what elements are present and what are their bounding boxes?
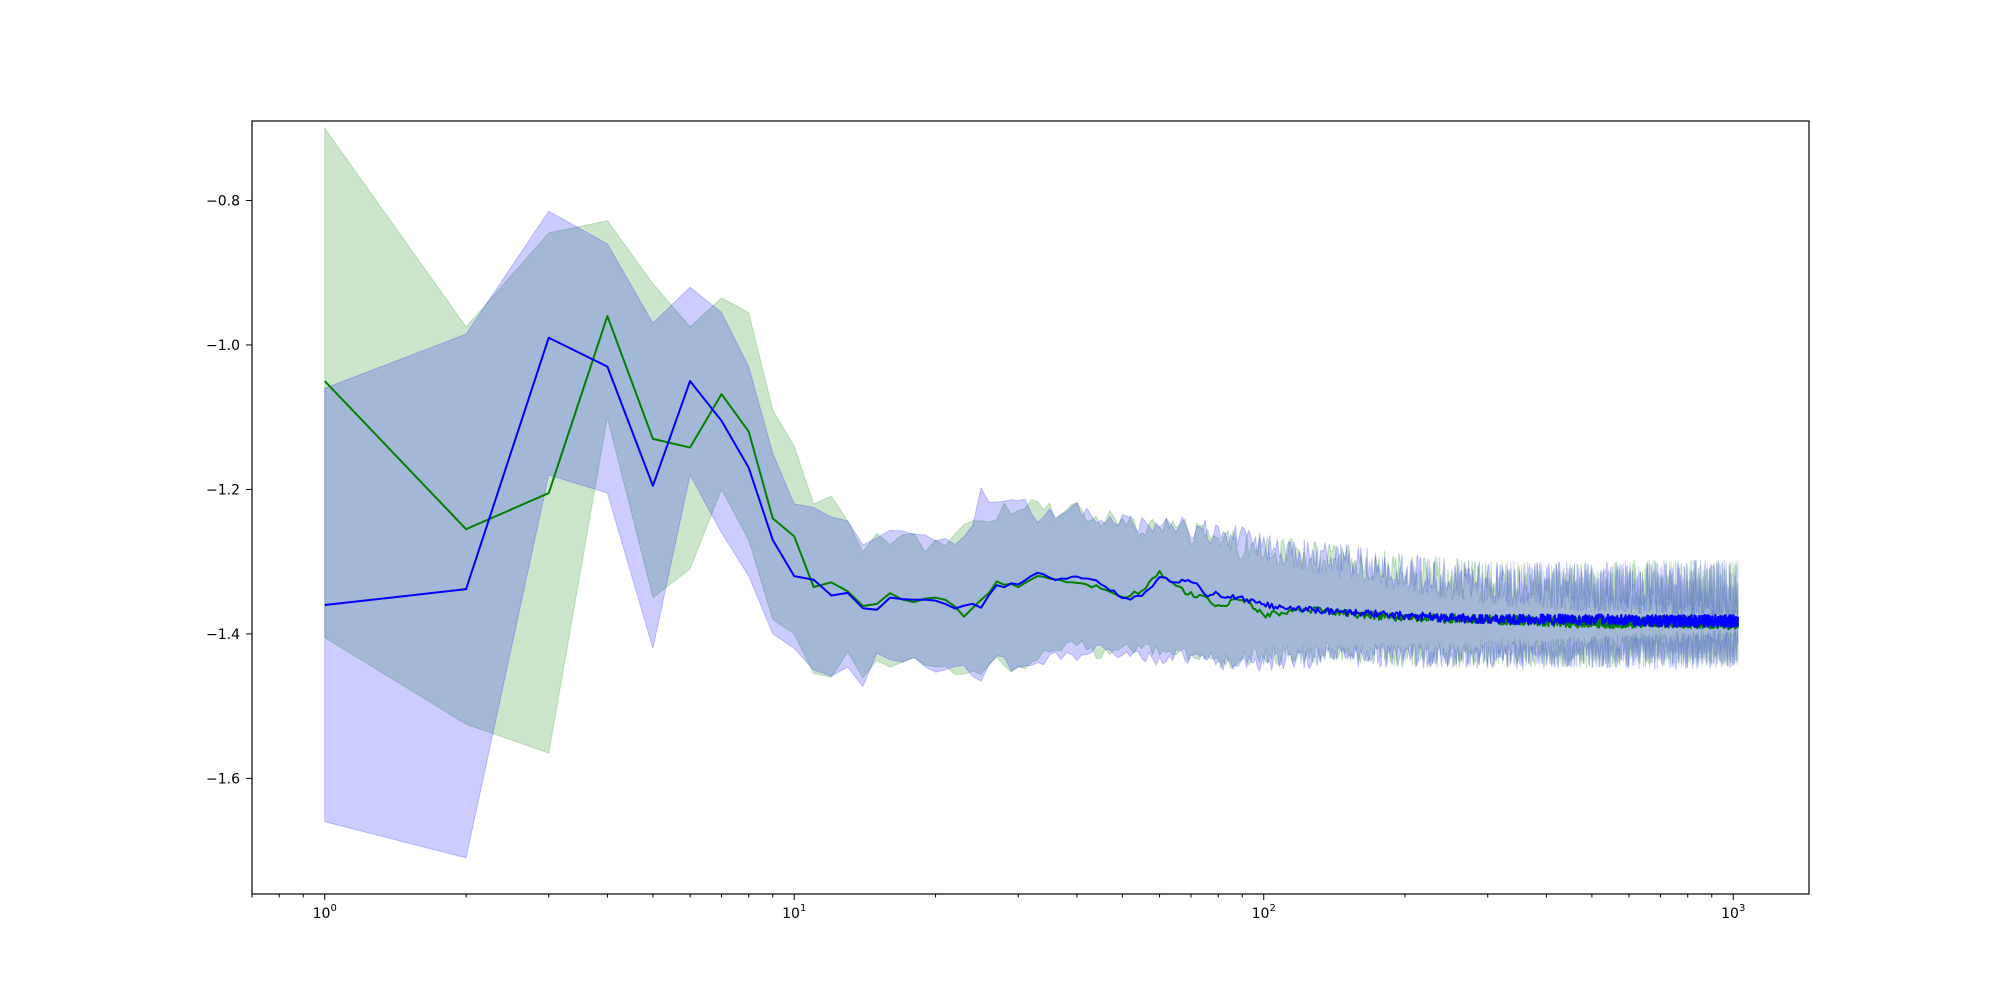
confidence-bands — [324, 126, 1739, 859]
y-tick-label-0: −0.8 — [206, 193, 240, 209]
y-tick-label-1: −1.0 — [206, 338, 240, 354]
series-2-line — [324, 336, 1740, 628]
series-2-band — [324, 210, 1739, 859]
y-axis: −0.8 −1.0 −1.2 −1.4 −1.6 — [206, 193, 252, 787]
x-tick-label-1: 101 — [782, 903, 806, 922]
x-tick-label-3: 103 — [1721, 903, 1745, 922]
y-tick-label-2: −1.2 — [206, 482, 240, 498]
x-tick-label-0: 100 — [313, 903, 337, 922]
plot-area-frame — [251, 120, 1810, 895]
series-lines — [324, 315, 1740, 630]
y-tick-label-4: −1.6 — [206, 771, 240, 787]
y-tick-label-3: −1.4 — [206, 627, 240, 643]
x-tick-label-2: 102 — [1252, 903, 1276, 922]
x-axis: 100 101 102 103 — [251, 894, 1745, 922]
series-1-band — [324, 126, 1739, 754]
